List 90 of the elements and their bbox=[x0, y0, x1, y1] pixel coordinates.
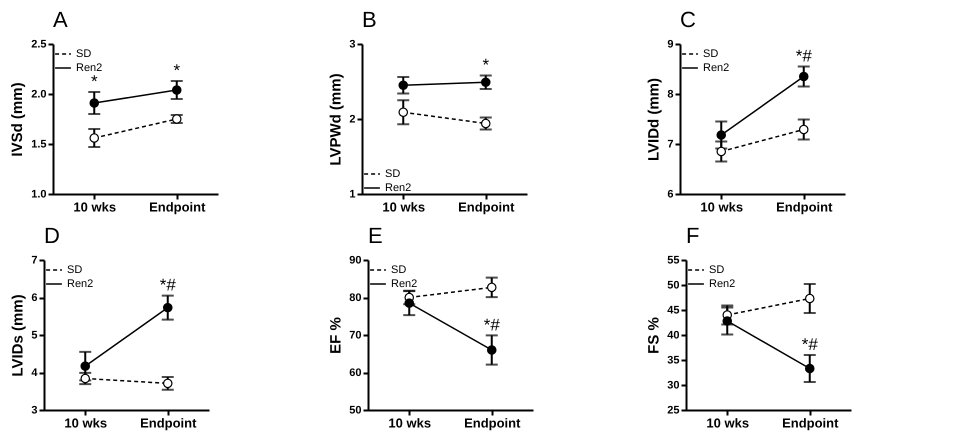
x-tick-label: 10 wks bbox=[388, 416, 432, 430]
y-tick-label: 3 bbox=[31, 404, 38, 416]
y-tick-label: 2.0 bbox=[31, 88, 46, 100]
point bbox=[480, 77, 491, 88]
y-tick-label: 45 bbox=[667, 304, 680, 316]
x-tick-label: Endpoint bbox=[464, 416, 522, 430]
chart-title: D bbox=[44, 223, 60, 248]
y-tick-label: 1.0 bbox=[31, 188, 46, 200]
y-tick-label: 80 bbox=[349, 292, 362, 304]
y-tick-label: 1.5 bbox=[31, 138, 46, 150]
x-tick-label: Endpoint bbox=[776, 200, 834, 214]
point bbox=[404, 298, 414, 308]
annotation: *# bbox=[796, 46, 812, 66]
y-tick-label: 3 bbox=[349, 38, 356, 50]
point bbox=[804, 364, 815, 374]
legend-label: SD bbox=[703, 48, 718, 60]
point bbox=[716, 130, 726, 140]
x-tick-label: 10 wks bbox=[706, 416, 750, 430]
point bbox=[486, 345, 497, 355]
x-tick-label: Endpoint bbox=[140, 416, 198, 430]
y-axis-title: LVIDs (mm) bbox=[9, 294, 26, 377]
y-axis-title: FS % bbox=[645, 317, 662, 354]
y-axis-title: LVIDd (mm) bbox=[645, 78, 662, 162]
point bbox=[798, 124, 809, 134]
legend-label: Ren2 bbox=[76, 62, 102, 74]
y-tick-label: 5 bbox=[31, 330, 38, 342]
y-tick-label: 6 bbox=[31, 292, 38, 304]
point bbox=[398, 80, 408, 90]
point bbox=[162, 378, 173, 388]
legend-label: SD bbox=[76, 48, 92, 60]
y-tick-label: 1 bbox=[349, 188, 356, 200]
legend-label: Ren2 bbox=[391, 278, 418, 290]
annotation: * bbox=[90, 72, 98, 91]
point bbox=[804, 294, 815, 304]
y-tick-label: 7 bbox=[31, 254, 38, 266]
y-tick-label: 30 bbox=[667, 380, 680, 392]
point bbox=[486, 282, 497, 292]
point bbox=[716, 146, 726, 156]
point bbox=[172, 85, 182, 95]
y-tick-label: 90 bbox=[349, 254, 362, 266]
point bbox=[89, 98, 100, 108]
chart-title: E bbox=[368, 223, 383, 248]
x-tick-label: 10 wks bbox=[700, 200, 744, 214]
legend-label: Ren2 bbox=[385, 182, 412, 194]
y-tick-label: 4 bbox=[31, 367, 38, 379]
chart-title: B bbox=[362, 7, 377, 32]
y-tick-label: 2 bbox=[349, 114, 356, 126]
legend-label: SD bbox=[67, 264, 82, 276]
annotation: * bbox=[482, 56, 490, 74]
y-tick-label: 9 bbox=[667, 38, 674, 50]
y-tick-label: 7 bbox=[667, 138, 674, 150]
y-tick-label: 40 bbox=[667, 330, 680, 342]
chart-title: A bbox=[53, 7, 68, 32]
legend-label: SD bbox=[709, 264, 724, 276]
y-tick-label: 50 bbox=[349, 404, 362, 416]
point bbox=[722, 316, 732, 326]
y-tick-label: 35 bbox=[667, 354, 680, 366]
y-tick-label: 55 bbox=[667, 254, 680, 266]
legend-label: SD bbox=[391, 264, 406, 276]
point bbox=[398, 107, 408, 118]
point bbox=[798, 72, 809, 82]
x-tick-label: Endpoint bbox=[458, 200, 516, 214]
y-tick-label: 2.5 bbox=[31, 38, 46, 50]
point bbox=[89, 133, 100, 143]
y-tick-label: 25 bbox=[667, 404, 680, 416]
legend-label: Ren2 bbox=[67, 278, 94, 290]
annotation: *# bbox=[160, 276, 176, 295]
x-tick-label: 10 wks bbox=[382, 200, 426, 214]
x-tick-label: 10 wks bbox=[73, 200, 116, 214]
y-axis-title: EF % bbox=[327, 317, 344, 354]
legend-label: SD bbox=[385, 168, 400, 180]
y-axis-title: IVSd (mm) bbox=[9, 82, 26, 157]
chart-title: F bbox=[686, 223, 700, 248]
y-tick-label: 8 bbox=[667, 88, 674, 100]
y-axis-title: LVPWd (mm) bbox=[327, 73, 344, 166]
legend-label: Ren2 bbox=[709, 278, 736, 290]
annotation: * bbox=[173, 61, 180, 80]
y-tick-label: 60 bbox=[349, 367, 362, 379]
y-tick-label: 50 bbox=[667, 280, 680, 292]
x-tick-label: Endpoint bbox=[149, 200, 206, 214]
point bbox=[162, 302, 173, 312]
annotation: *# bbox=[484, 315, 500, 334]
annotation: *# bbox=[802, 335, 818, 354]
chart-title: C bbox=[680, 7, 696, 32]
x-tick-label: Endpoint bbox=[782, 416, 840, 430]
y-tick-label: 70 bbox=[349, 330, 362, 342]
y-tick-label: 6 bbox=[667, 188, 674, 200]
legend-label: Ren2 bbox=[703, 62, 730, 74]
x-tick-label: 10 wks bbox=[64, 416, 108, 430]
point bbox=[80, 361, 90, 371]
